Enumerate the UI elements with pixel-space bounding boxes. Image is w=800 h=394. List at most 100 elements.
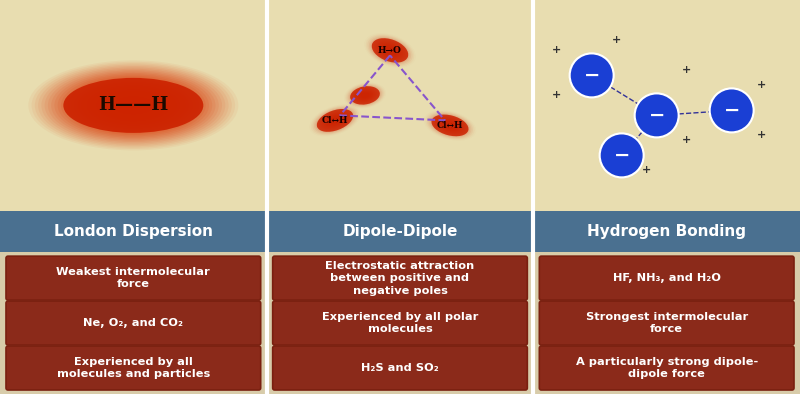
Ellipse shape (54, 72, 212, 139)
Text: Weakest intermolecular
force: Weakest intermolecular force (57, 267, 210, 289)
Ellipse shape (353, 88, 377, 103)
Ellipse shape (94, 88, 173, 123)
Ellipse shape (35, 63, 232, 148)
Ellipse shape (63, 78, 203, 133)
Ellipse shape (443, 121, 457, 130)
Ellipse shape (350, 86, 380, 105)
Circle shape (710, 88, 754, 132)
Ellipse shape (429, 113, 471, 138)
Text: −: − (614, 146, 630, 165)
Ellipse shape (377, 41, 403, 59)
Ellipse shape (361, 93, 370, 98)
Circle shape (570, 54, 614, 97)
Ellipse shape (427, 112, 473, 139)
Text: Ne, O₂, and CO₂: Ne, O₂, and CO₂ (83, 318, 183, 328)
Ellipse shape (116, 98, 150, 113)
Ellipse shape (42, 66, 226, 145)
Text: Experienced by all polar
molecules: Experienced by all polar molecules (322, 312, 478, 334)
Ellipse shape (90, 87, 177, 124)
Ellipse shape (348, 85, 382, 106)
Ellipse shape (355, 89, 374, 101)
Ellipse shape (81, 83, 186, 128)
Ellipse shape (313, 106, 358, 135)
Ellipse shape (106, 94, 160, 117)
Ellipse shape (326, 115, 343, 126)
Text: +: + (552, 90, 562, 100)
Ellipse shape (317, 109, 353, 132)
Ellipse shape (325, 114, 345, 127)
Text: +: + (552, 45, 562, 56)
Text: +: + (757, 130, 766, 140)
Ellipse shape (431, 115, 469, 136)
Ellipse shape (87, 85, 180, 125)
Ellipse shape (31, 62, 235, 149)
Ellipse shape (372, 38, 408, 62)
Ellipse shape (61, 74, 206, 136)
FancyBboxPatch shape (539, 256, 794, 300)
Ellipse shape (383, 46, 397, 55)
Ellipse shape (84, 84, 183, 126)
Ellipse shape (315, 108, 354, 133)
Ellipse shape (374, 39, 406, 61)
FancyBboxPatch shape (6, 301, 261, 345)
Ellipse shape (442, 120, 458, 130)
Ellipse shape (103, 93, 163, 118)
Ellipse shape (38, 65, 229, 146)
FancyBboxPatch shape (273, 256, 527, 300)
Text: −: − (723, 101, 740, 120)
Ellipse shape (100, 91, 166, 120)
Text: Cl↔H: Cl↔H (437, 121, 463, 130)
Text: −: − (583, 66, 600, 85)
Ellipse shape (350, 86, 380, 104)
FancyBboxPatch shape (273, 346, 527, 390)
Text: H→O: H→O (378, 46, 402, 55)
Ellipse shape (385, 47, 395, 54)
Ellipse shape (369, 36, 411, 65)
FancyBboxPatch shape (6, 346, 261, 390)
Ellipse shape (430, 114, 470, 137)
Text: A particularly strong dipole-
dipole force: A particularly strong dipole- dipole for… (575, 357, 758, 379)
Ellipse shape (357, 90, 374, 100)
Ellipse shape (320, 111, 350, 130)
Ellipse shape (358, 91, 372, 100)
Text: HF, NH₃, and H₂O: HF, NH₃, and H₂O (613, 273, 721, 283)
Ellipse shape (440, 119, 460, 132)
Ellipse shape (78, 81, 190, 130)
Text: −: − (649, 106, 665, 125)
Ellipse shape (328, 116, 342, 125)
Text: +: + (682, 65, 691, 75)
Ellipse shape (58, 73, 209, 138)
Ellipse shape (64, 76, 202, 135)
Text: +: + (757, 80, 766, 90)
Ellipse shape (110, 95, 157, 115)
Circle shape (634, 93, 678, 138)
Text: Cl↔H: Cl↔H (322, 116, 348, 125)
Ellipse shape (317, 109, 353, 132)
Ellipse shape (322, 112, 348, 129)
Bar (534, 211, 800, 394)
Ellipse shape (349, 85, 381, 105)
Text: +: + (682, 136, 691, 145)
Text: Dipole-Dipole: Dipole-Dipole (342, 224, 458, 239)
Text: +: + (612, 35, 622, 45)
Ellipse shape (435, 117, 465, 134)
Ellipse shape (74, 80, 193, 131)
Ellipse shape (119, 100, 147, 111)
Ellipse shape (346, 84, 383, 107)
Ellipse shape (438, 119, 462, 132)
Ellipse shape (445, 122, 455, 129)
FancyBboxPatch shape (273, 301, 527, 345)
FancyBboxPatch shape (6, 256, 261, 300)
Text: Hydrogen Bonding: Hydrogen Bonding (587, 224, 746, 239)
Ellipse shape (367, 35, 413, 65)
Ellipse shape (359, 92, 370, 99)
Bar (266, 0, 534, 211)
Ellipse shape (432, 115, 468, 136)
Ellipse shape (382, 45, 398, 56)
Ellipse shape (45, 67, 222, 143)
Ellipse shape (323, 113, 346, 128)
Ellipse shape (434, 116, 466, 135)
FancyBboxPatch shape (539, 346, 794, 390)
Bar (266, 211, 534, 252)
Circle shape (600, 134, 644, 177)
